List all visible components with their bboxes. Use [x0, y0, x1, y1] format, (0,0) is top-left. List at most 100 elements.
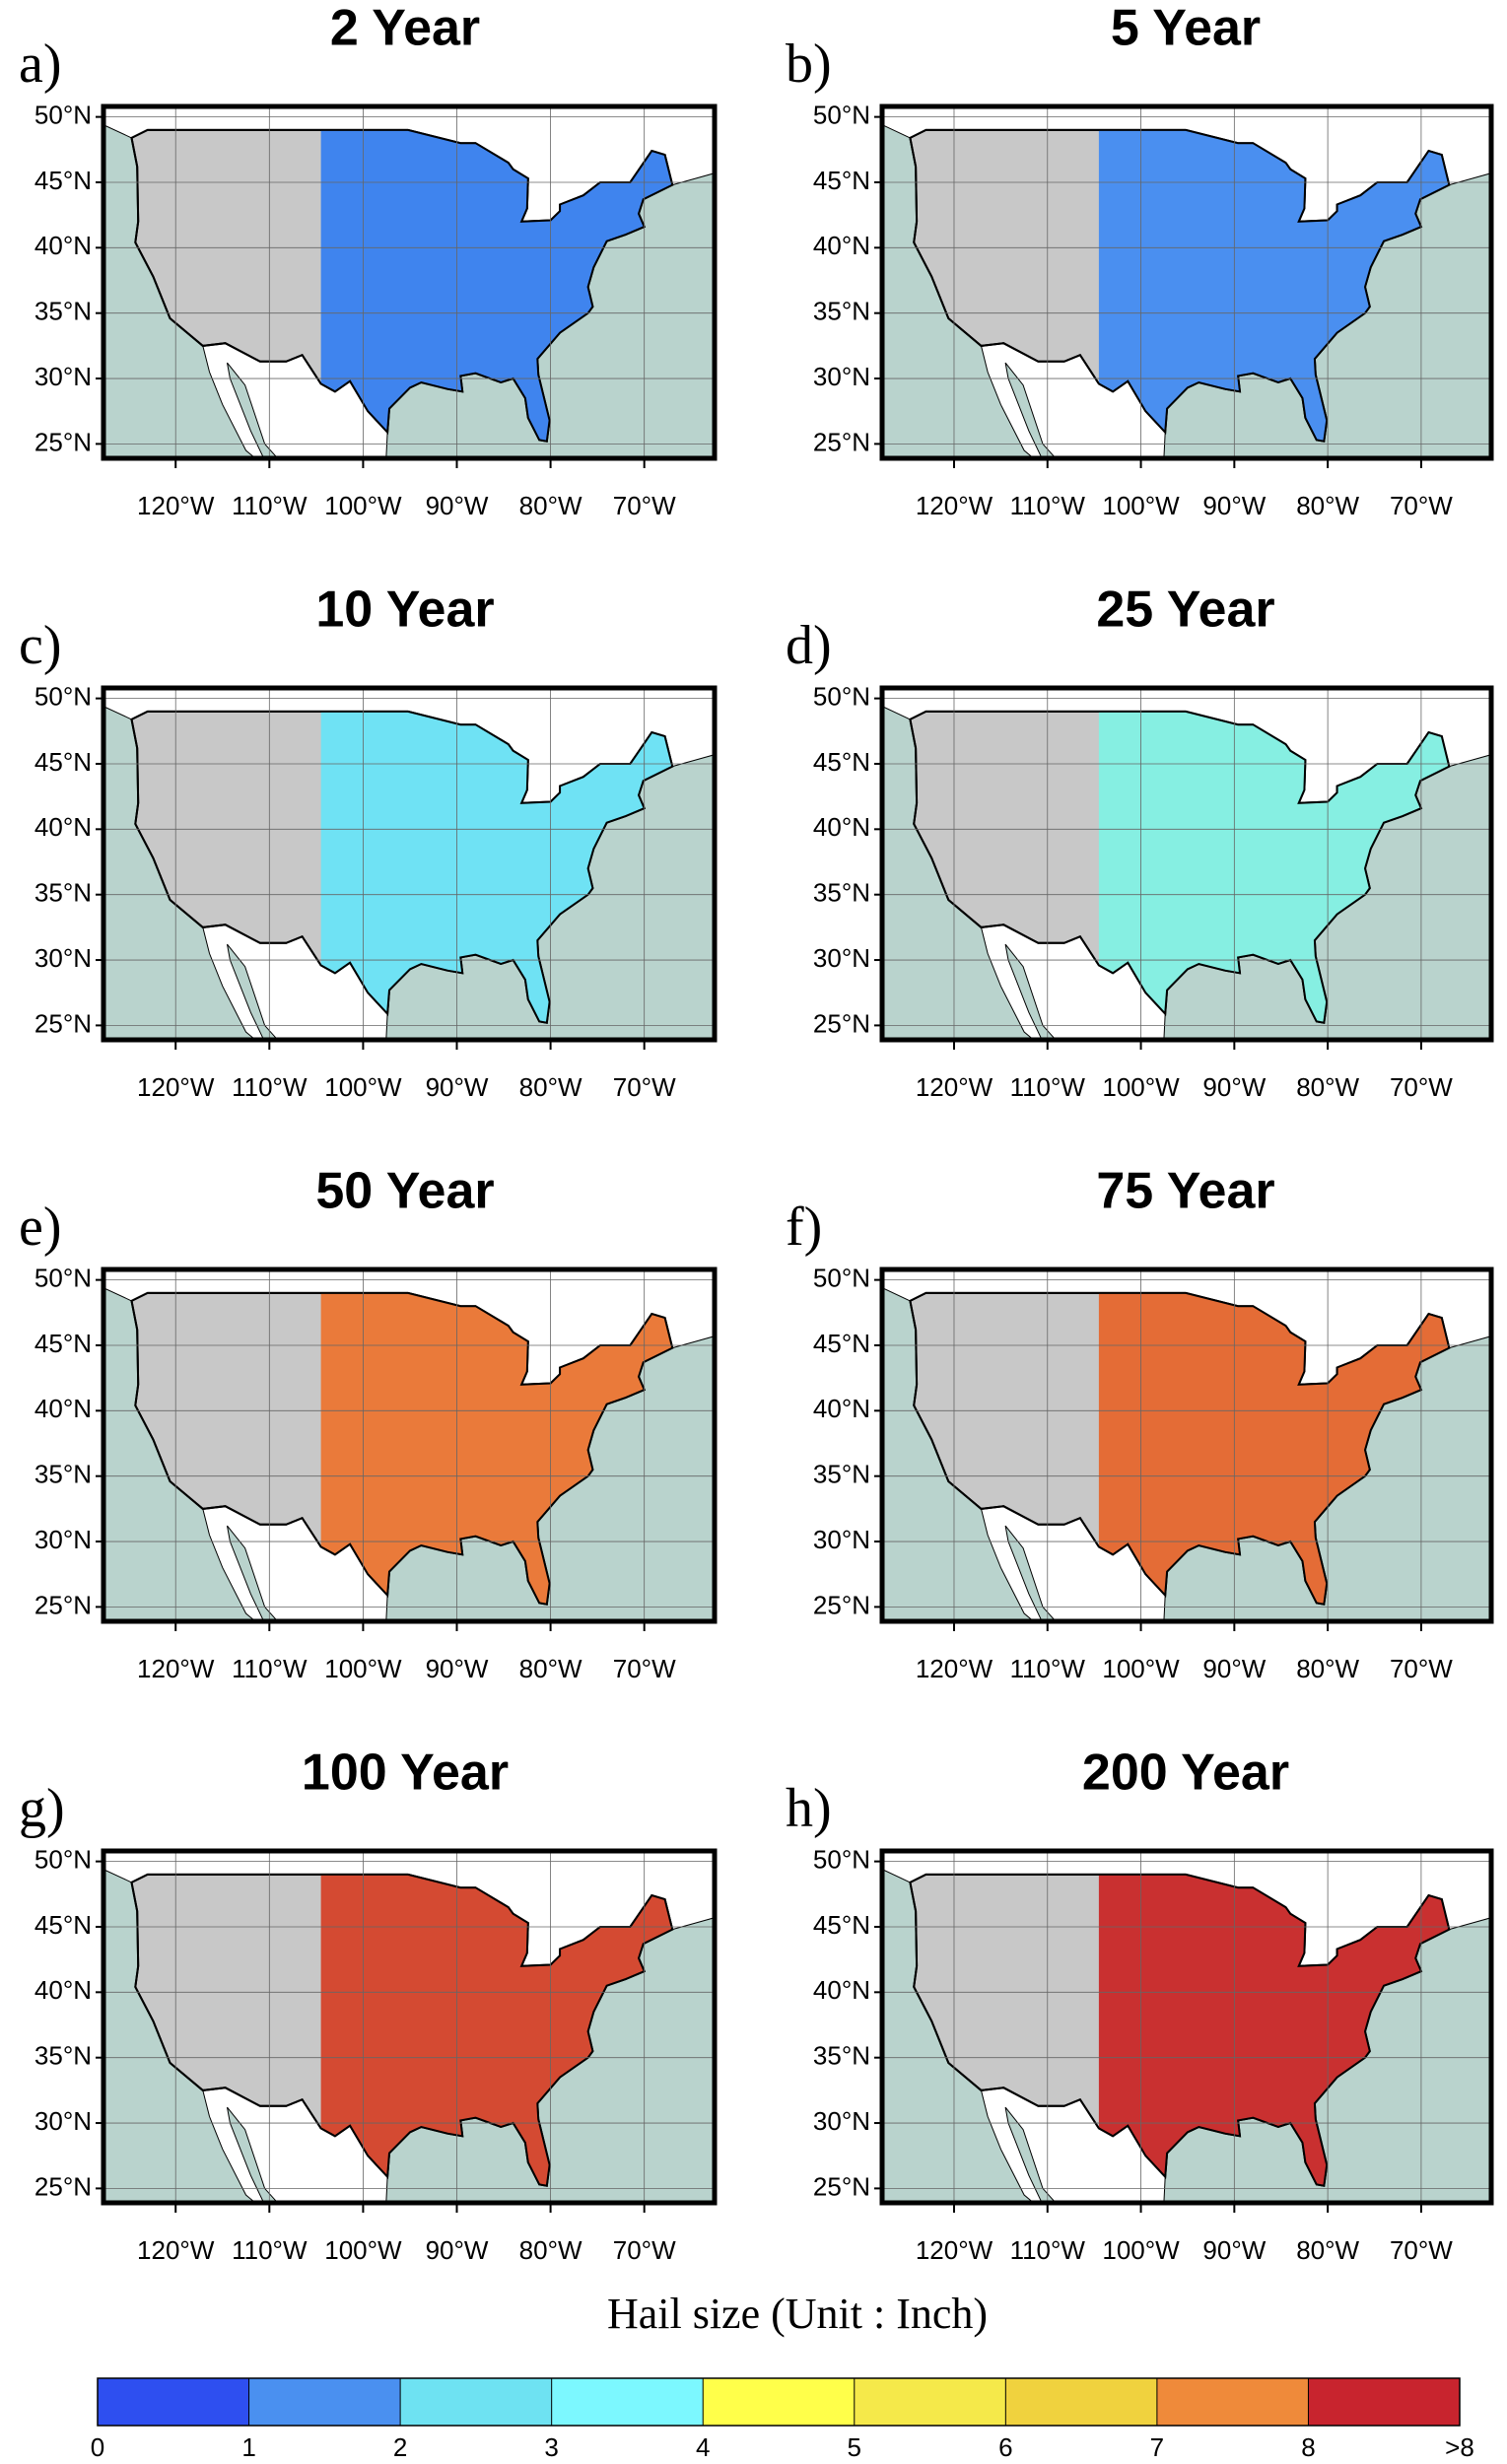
y-tick-label: 25°N	[34, 427, 92, 456]
x-tick-label: 80°W	[519, 2235, 582, 2265]
y-tick-label: 40°N	[34, 1975, 92, 2005]
y-tick-label: 35°N	[813, 2041, 870, 2071]
x-tick-label: 110°W	[1010, 2235, 1086, 2265]
x-tick-label: 70°W	[1390, 1654, 1453, 1683]
y-tick-label: 45°N	[34, 1910, 92, 1940]
x-tick-label: 120°W	[916, 1072, 993, 1102]
map-frame	[879, 1848, 1494, 2206]
panel-title: 200 Year	[1082, 1745, 1289, 1802]
x-tick-label: 100°W	[1102, 1072, 1180, 1102]
x-tick-label: 100°W	[324, 1072, 402, 1102]
colorbar-label: 7	[1150, 2432, 1164, 2462]
y-tick-label: 45°N	[34, 747, 92, 777]
map-frame	[101, 685, 718, 1043]
y-tick-label: 25°N	[34, 2171, 92, 2201]
x-tick-label: 80°W	[519, 491, 582, 520]
colorbar-label: 2	[393, 2432, 407, 2462]
colorbar-segment	[703, 2378, 855, 2426]
map	[103, 688, 715, 1040]
x-tick-label: 120°W	[137, 491, 215, 520]
panel-title: 2 Year	[330, 0, 480, 57]
colorbar-label: >8	[1445, 2432, 1474, 2462]
x-tick-label: 90°W	[1202, 1072, 1266, 1102]
x-tick-label: 120°W	[916, 491, 993, 520]
x-tick-label: 80°W	[1296, 491, 1359, 520]
colorbar-label: 3	[544, 2432, 558, 2462]
map	[882, 1851, 1491, 2203]
x-tick-label: 80°W	[1296, 1654, 1359, 1683]
y-tick-label: 30°N	[813, 1525, 870, 1554]
panel-letter: c)	[19, 615, 62, 676]
x-tick-label: 120°W	[137, 1654, 215, 1683]
y-tick-label: 35°N	[34, 1460, 92, 1489]
y-tick-label: 45°N	[813, 1329, 870, 1358]
x-tick-label: 100°W	[1102, 2235, 1180, 2265]
y-tick-label: 25°N	[813, 1008, 870, 1038]
colorbar-segment	[1156, 2378, 1309, 2426]
map-frame	[879, 103, 1494, 461]
y-tick-label: 30°N	[813, 362, 870, 391]
y-tick-label: 40°N	[813, 1975, 870, 2005]
x-tick-label: 70°W	[1390, 1072, 1453, 1102]
panel-title: 75 Year	[1096, 1163, 1274, 1220]
x-tick-label: 100°W	[324, 2235, 402, 2265]
y-tick-label: 30°N	[34, 943, 92, 973]
y-tick-label: 40°N	[34, 812, 92, 842]
x-tick-label: 70°W	[1390, 491, 1453, 520]
y-tick-label: 45°N	[34, 166, 92, 195]
map-frame	[879, 685, 1494, 1043]
x-tick-label: 100°W	[324, 491, 402, 520]
x-tick-label: 120°W	[137, 2235, 215, 2265]
x-tick-label: 110°W	[1010, 491, 1086, 520]
y-tick-label: 30°N	[813, 943, 870, 973]
y-tick-label: 50°N	[813, 1263, 870, 1292]
x-tick-label: 90°W	[426, 1072, 489, 1102]
map	[882, 688, 1491, 1040]
colorbar-frame	[97, 2377, 1461, 2427]
y-tick-label: 35°N	[813, 878, 870, 908]
x-tick-label: 90°W	[1202, 491, 1266, 520]
x-tick-label: 90°W	[426, 491, 489, 520]
y-tick-label: 25°N	[813, 1590, 870, 1619]
map	[882, 1269, 1491, 1621]
colorbar-label: 4	[696, 2432, 710, 2462]
colorbar-label: 1	[241, 2432, 255, 2462]
map	[103, 1269, 715, 1621]
x-tick-label: 110°W	[232, 1654, 308, 1683]
map	[882, 106, 1491, 458]
colorbar-segment	[98, 2378, 249, 2426]
y-tick-label: 50°N	[813, 100, 870, 129]
x-tick-label: 70°W	[613, 491, 676, 520]
y-tick-label: 30°N	[34, 362, 92, 391]
y-tick-label: 25°N	[34, 1590, 92, 1619]
x-tick-label: 70°W	[613, 2235, 676, 2265]
x-tick-label: 120°W	[916, 2235, 993, 2265]
panel-letter: g)	[19, 1778, 65, 1839]
x-tick-label: 90°W	[426, 2235, 489, 2265]
y-tick-label: 35°N	[34, 297, 92, 326]
colorbar-segment	[248, 2378, 401, 2426]
y-tick-label: 25°N	[34, 1008, 92, 1038]
map-frame	[101, 1848, 718, 2206]
panel-title: 25 Year	[1096, 582, 1274, 639]
y-tick-label: 30°N	[813, 2106, 870, 2136]
x-tick-label: 70°W	[613, 1072, 676, 1102]
x-tick-label: 80°W	[519, 1654, 582, 1683]
colorbar-label: 6	[998, 2432, 1012, 2462]
x-tick-label: 110°W	[1010, 1654, 1086, 1683]
map	[103, 1851, 715, 2203]
panel-letter: a)	[19, 34, 62, 95]
y-tick-label: 40°N	[34, 1394, 92, 1423]
x-tick-label: 100°W	[1102, 491, 1180, 520]
y-tick-label: 30°N	[34, 1525, 92, 1554]
y-tick-label: 40°N	[34, 231, 92, 260]
colorbar-segment	[1308, 2378, 1460, 2426]
x-tick-label: 110°W	[1010, 1072, 1086, 1102]
panel-title: 50 Year	[315, 1163, 494, 1220]
y-tick-label: 25°N	[813, 427, 870, 456]
y-tick-label: 45°N	[34, 1329, 92, 1358]
colorbar-segment	[1005, 2378, 1157, 2426]
panel-letter: e)	[19, 1197, 62, 1258]
map	[103, 106, 715, 458]
y-tick-label: 50°N	[813, 1844, 870, 1874]
